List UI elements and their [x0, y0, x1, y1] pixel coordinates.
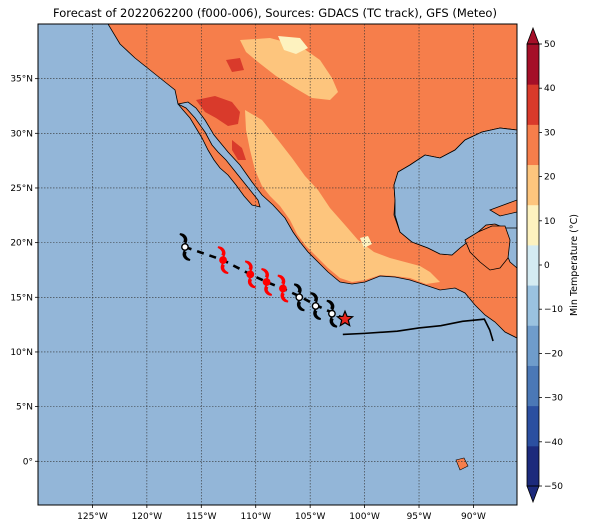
land-hot-gulf	[232, 140, 246, 160]
colorbar-tick-label: 50	[544, 40, 556, 50]
lat-tick-label: 10°N	[10, 348, 33, 358]
colorbar-segment	[527, 164, 539, 206]
land-hot-patch	[226, 58, 244, 72]
colorbar-segment	[527, 244, 539, 286]
colorbar-tick-label: −10	[544, 305, 563, 315]
storm-symbol-icon	[277, 274, 289, 303]
lon-tick-label: 90°W	[461, 512, 486, 522]
colorbar-tick-label: −40	[544, 438, 563, 448]
colorbar-min-extend	[526, 485, 540, 504]
colorbar-tick-label: −50	[544, 482, 563, 492]
storm-symbol-icon	[261, 268, 273, 296]
lon-tick-label: 115°W	[186, 512, 217, 522]
storm-symbol-icon	[244, 260, 256, 289]
colorbar-tick-label: 40	[544, 84, 556, 94]
colorbar-tick-label: 0	[544, 261, 550, 271]
colorbar-label: Min Temperature (°C)	[569, 214, 580, 316]
colorbar-segment	[527, 204, 539, 246]
lon-tick-label: 95°W	[407, 512, 432, 522]
land-cool-patch-2	[360, 236, 372, 248]
gridlines	[38, 24, 517, 505]
lon-tick-label: 100°W	[349, 512, 380, 522]
colorbar-max-extend	[526, 26, 540, 45]
lat-tick-label: 25°N	[10, 184, 33, 194]
colorbar-segment	[527, 84, 539, 125]
colorbar-tick-label: 20	[544, 173, 556, 183]
colorbar: 50 40 30 20 10 0 −10 −20 −30 −40 −50 Min Temperatur…	[526, 26, 580, 504]
storm-symbol-icon	[179, 233, 191, 261]
storm-symbol-icon	[310, 292, 322, 320]
colorbar-segment	[527, 325, 539, 366]
colorbar-segment	[527, 405, 539, 447]
colorbar-tick-label: 30	[544, 128, 556, 138]
storm-symbol-icon	[293, 283, 305, 312]
lon-tick-label: 125°W	[77, 512, 108, 522]
colorbar-segment	[527, 365, 539, 407]
land-temperature-field	[107, 24, 517, 471]
lat-tick-label: 35°N	[10, 75, 33, 85]
map-axes: 125°W 120°W 115°W 110°W 105°W 100°W 95°W 90°W 35…	[10, 75, 486, 522]
lon-tick-label: 120°W	[132, 512, 163, 522]
lat-tick-label: 15°N	[10, 293, 33, 303]
colorbar-segment	[527, 445, 539, 487]
lon-tick-label: 110°W	[240, 512, 271, 522]
storm-symbol-icon	[326, 299, 338, 328]
past-track-line	[342, 318, 494, 342]
colorbar-tick-label: −20	[544, 349, 563, 359]
map-title: Forecast of 2022062200 (f000-006), Sourc…	[53, 6, 497, 20]
land-hot-sonora	[196, 96, 240, 126]
land-highlands-north	[240, 38, 338, 100]
storm-symbol-icon	[217, 246, 229, 275]
lat-tick-label: 5°N	[16, 403, 33, 413]
land-cool-patch	[278, 36, 308, 54]
lat-tick-label: 20°N	[10, 239, 33, 249]
storm-track	[179, 233, 494, 342]
colorbar-segment	[527, 124, 539, 166]
lon-tick-label: 105°W	[295, 512, 326, 522]
map-frame	[37, 23, 518, 506]
colorbar-tick-label: −30	[544, 394, 563, 404]
land-yucatan	[464, 225, 511, 271]
lat-tick-label: 30°N	[10, 129, 33, 139]
land-cuba	[489, 199, 517, 217]
colorbar-tick-label: 10	[544, 217, 556, 227]
land-highlands	[245, 110, 440, 284]
gulf-of-mexico	[393, 127, 517, 256]
current-position-star-icon	[335, 309, 355, 327]
lat-tick-label: 0°	[23, 457, 33, 467]
colorbar-segment	[527, 44, 539, 85]
colorbar-segment	[527, 285, 539, 326]
